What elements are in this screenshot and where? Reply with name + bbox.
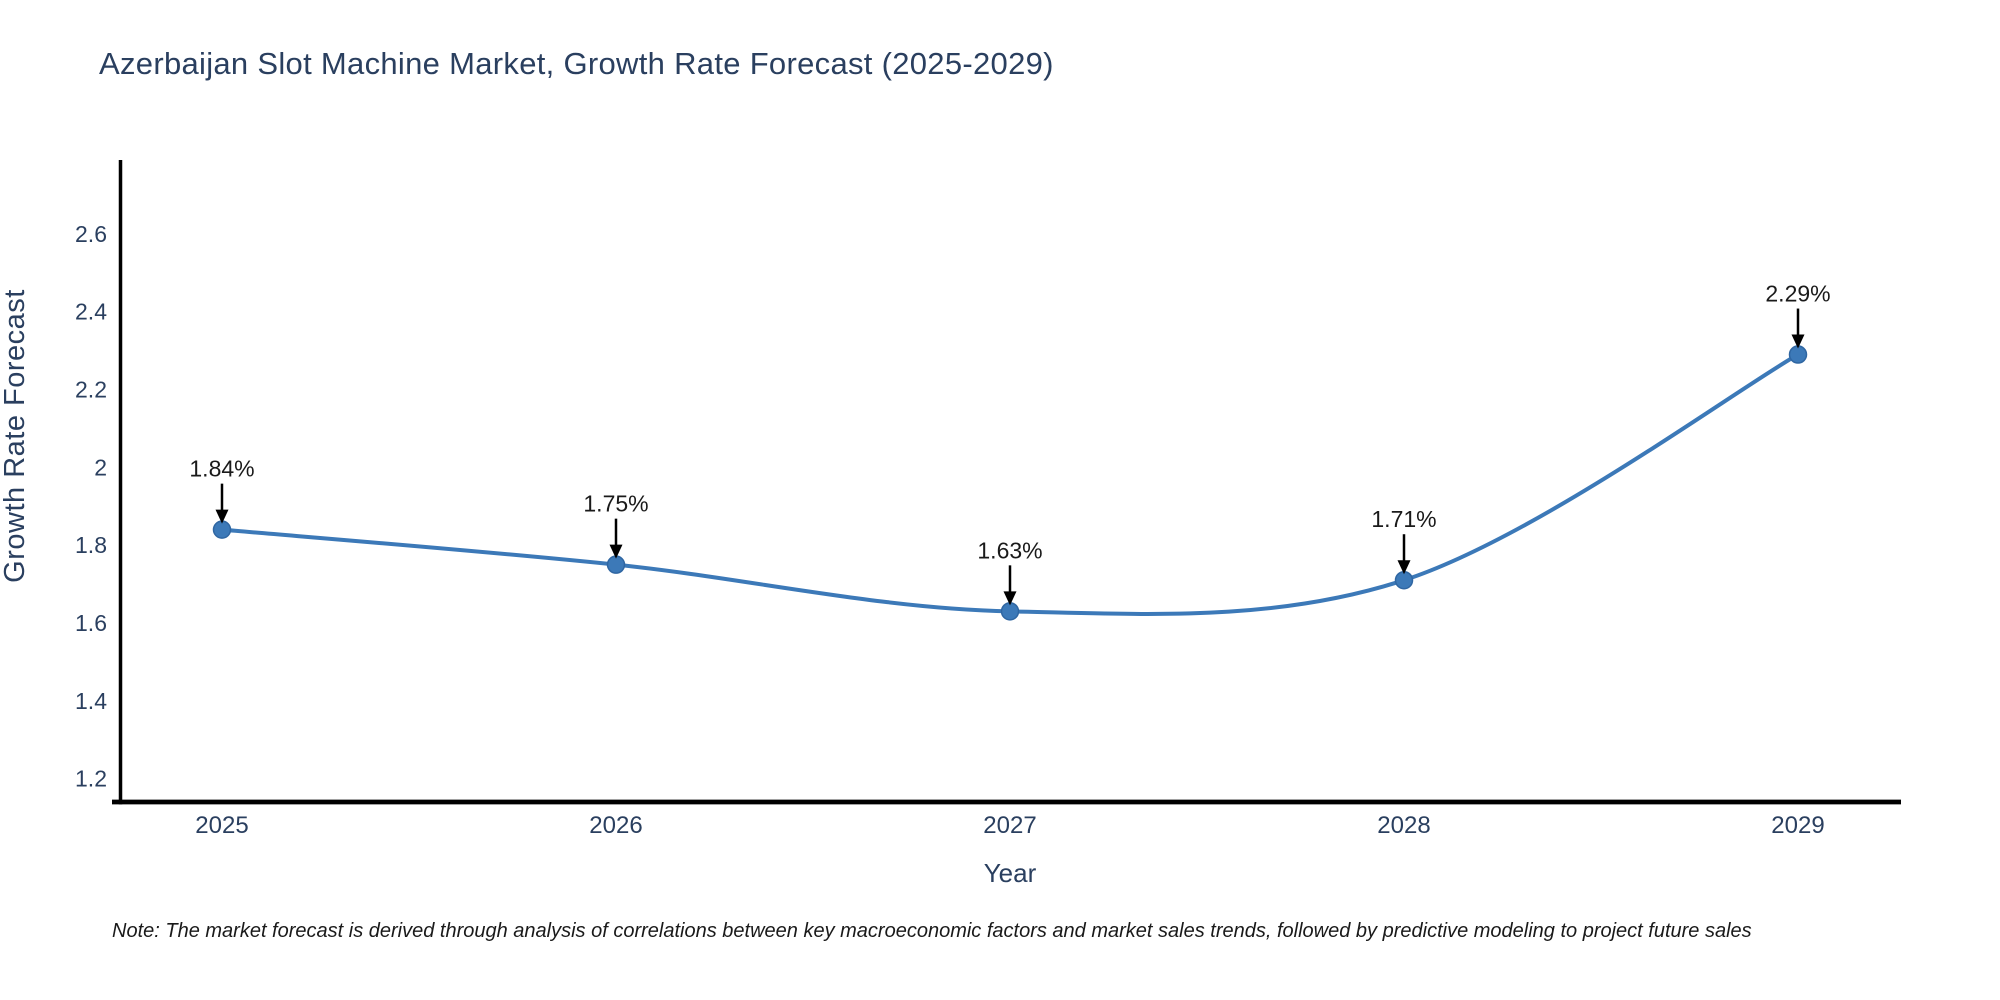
- y-tick-label: 1.4: [75, 688, 107, 714]
- y-tick-label: 1.2: [75, 766, 107, 792]
- annotation-arrowhead-2028: [1397, 560, 1411, 575]
- y-tick-label: 2.2: [75, 377, 107, 403]
- y-tick-label: 1.6: [75, 610, 107, 636]
- x-axis-title: Year: [984, 858, 1037, 888]
- data-point-2028: [1394, 570, 1414, 590]
- annotation-label-2025: 1.84%: [189, 456, 254, 482]
- annotation-label-2028: 1.71%: [1371, 506, 1436, 532]
- annotation-label-2026: 1.75%: [583, 491, 648, 517]
- annotation-arrowhead-2026: [609, 544, 623, 559]
- x-tick-label: 2026: [589, 812, 642, 839]
- footnote: Note: The market forecast is derived thr…: [112, 920, 1752, 942]
- annotation-label-2029: 2.29%: [1765, 281, 1830, 307]
- y-tick-label: 1.8: [75, 532, 107, 558]
- x-tick-label: 2025: [195, 812, 248, 839]
- annotation-label-2027: 1.63%: [977, 537, 1042, 563]
- y-tick-label: 2: [94, 454, 107, 480]
- data-point-2027: [1000, 602, 1020, 621]
- chart-title: Azerbaijan Slot Machine Market, Growth R…: [99, 46, 1054, 81]
- x-tick-label: 2028: [1377, 812, 1430, 839]
- data-point-2025: [212, 520, 232, 539]
- annotation-arrowhead-2029: [1791, 334, 1805, 349]
- y-tick-label: 2.6: [75, 221, 107, 247]
- x-tick-label: 2027: [983, 812, 1036, 839]
- forecast-line: [221, 352, 1799, 616]
- annotation-arrowhead-2027: [1003, 591, 1017, 606]
- y-tick-label: 2.4: [75, 299, 107, 325]
- x-tick-label: 2029: [1771, 812, 1824, 839]
- data-point-2029: [1788, 345, 1808, 364]
- data-point-2026: [606, 555, 626, 574]
- y-axis-title: Growth Rate Forecast: [0, 289, 31, 583]
- annotation-arrowhead-2025: [215, 509, 229, 524]
